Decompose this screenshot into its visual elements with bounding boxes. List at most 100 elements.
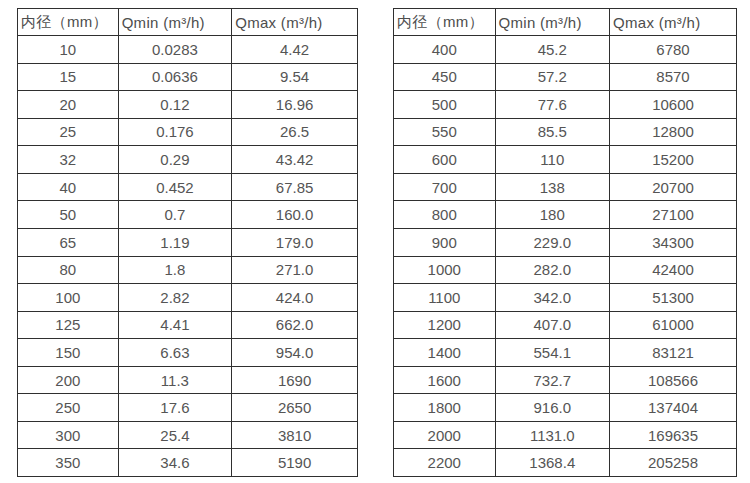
table-row: 1800916.0137404	[394, 394, 737, 422]
table-row: 1100342.051300	[394, 284, 737, 312]
qmax-cell: 51300	[610, 284, 737, 312]
table-row: 1600732.7108566	[394, 366, 737, 394]
qmin-cell: 2.82	[118, 284, 232, 312]
column-header: 内径（mm）	[18, 9, 119, 36]
diameter-cell: 800	[394, 201, 496, 229]
qmax-cell: 179.0	[232, 228, 358, 256]
qmax-cell: 169635	[610, 421, 737, 449]
column-header: Qmin (m³/h)	[495, 9, 610, 36]
qmax-cell: 1690	[232, 366, 358, 394]
qmin-cell: 1.8	[118, 256, 232, 284]
diameter-cell: 1800	[394, 394, 496, 422]
diameter-cell: 2000	[394, 421, 496, 449]
table-row: 25017.62650	[18, 394, 358, 422]
diameter-cell: 350	[18, 449, 119, 477]
qmax-cell: 108566	[610, 366, 737, 394]
qmin-cell: 916.0	[495, 394, 610, 422]
diameter-cell: 550	[394, 118, 496, 146]
qmin-cell: 138	[495, 173, 610, 201]
table-row: 60011015200	[394, 146, 737, 174]
qmax-cell: 954.0	[232, 339, 358, 367]
table-row: 651.19179.0	[18, 228, 358, 256]
column-header: Qmax (m³/h)	[610, 9, 737, 36]
table-row: 1400554.183121	[394, 339, 737, 367]
qmax-cell: 5190	[232, 449, 358, 477]
qmax-cell: 15200	[610, 146, 737, 174]
diameter-cell: 150	[18, 339, 119, 367]
diameter-cell: 1000	[394, 256, 496, 284]
qmin-cell: 77.6	[495, 91, 610, 119]
table-row: 50077.610600	[394, 91, 737, 119]
qmin-cell: 25.4	[118, 421, 232, 449]
qmax-cell: 26.5	[232, 118, 358, 146]
qmin-cell: 0.0636	[118, 63, 232, 91]
qmax-cell: 662.0	[232, 311, 358, 339]
qmax-cell: 424.0	[232, 284, 358, 312]
table-row: 1000282.042400	[394, 256, 737, 284]
table-row: 1254.41662.0	[18, 311, 358, 339]
qmax-cell: 3810	[232, 421, 358, 449]
table-row: 400.45267.85	[18, 173, 358, 201]
table-row: 30025.43810	[18, 421, 358, 449]
qmin-cell: 6.63	[118, 339, 232, 367]
qmin-cell: 0.29	[118, 146, 232, 174]
diameter-cell: 1400	[394, 339, 496, 367]
qmin-cell: 4.41	[118, 311, 232, 339]
qmax-cell: 4.42	[232, 36, 358, 64]
header-row: 内径（mm）Qmin (m³/h)Qmax (m³/h)	[394, 9, 737, 36]
column-header: 内径（mm）	[394, 9, 496, 36]
qmax-cell: 67.85	[232, 173, 358, 201]
table-row: 250.17626.5	[18, 118, 358, 146]
diameter-cell: 50	[18, 201, 119, 229]
flow-spec-page: 内径（mm）Qmin (m³/h)Qmax (m³/h)100.02834.42…	[0, 0, 750, 483]
qmin-cell: 342.0	[495, 284, 610, 312]
diameter-cell: 80	[18, 256, 119, 284]
table-row: 20011.31690	[18, 366, 358, 394]
qmin-cell: 34.6	[118, 449, 232, 477]
qmin-cell: 554.1	[495, 339, 610, 367]
qmax-cell: 20700	[610, 173, 737, 201]
table-row: 70013820700	[394, 173, 737, 201]
table-row: 40045.26780	[394, 36, 737, 64]
table-row: 200.1216.96	[18, 91, 358, 119]
header-row: 内径（mm）Qmin (m³/h)Qmax (m³/h)	[18, 9, 358, 36]
qmin-cell: 57.2	[495, 63, 610, 91]
qmax-cell: 43.42	[232, 146, 358, 174]
qmax-cell: 27100	[610, 201, 737, 229]
qmin-cell: 732.7	[495, 366, 610, 394]
qmin-cell: 1368.4	[495, 449, 610, 477]
qmax-cell: 2650	[232, 394, 358, 422]
table-row: 150.06369.54	[18, 63, 358, 91]
qmin-cell: 85.5	[495, 118, 610, 146]
qmin-cell: 229.0	[495, 228, 610, 256]
table-row: 100.02834.42	[18, 36, 358, 64]
qmin-cell: 17.6	[118, 394, 232, 422]
qmin-cell: 0.12	[118, 91, 232, 119]
table-row: 55085.512800	[394, 118, 737, 146]
qmax-cell: 16.96	[232, 91, 358, 119]
qmax-cell: 8570	[610, 63, 737, 91]
table-row: 1002.82424.0	[18, 284, 358, 312]
diameter-cell: 10	[18, 36, 119, 64]
qmin-cell: 11.3	[118, 366, 232, 394]
table-row: 80018027100	[394, 201, 737, 229]
diameter-cell: 400	[394, 36, 496, 64]
diameter-cell: 100	[18, 284, 119, 312]
diameter-cell: 2200	[394, 449, 496, 477]
qmax-cell: 205258	[610, 449, 737, 477]
diameter-cell: 65	[18, 228, 119, 256]
qmin-cell: 180	[495, 201, 610, 229]
flow-table-small-diameters: 内径（mm）Qmin (m³/h)Qmax (m³/h)100.02834.42…	[17, 8, 358, 477]
qmin-cell: 110	[495, 146, 610, 174]
diameter-cell: 450	[394, 63, 496, 91]
qmax-cell: 42400	[610, 256, 737, 284]
table-row: 22001368.4205258	[394, 449, 737, 477]
qmin-cell: 282.0	[495, 256, 610, 284]
diameter-cell: 1600	[394, 366, 496, 394]
qmin-cell: 1.19	[118, 228, 232, 256]
qmax-cell: 137404	[610, 394, 737, 422]
qmax-cell: 271.0	[232, 256, 358, 284]
column-header: Qmax (m³/h)	[232, 9, 358, 36]
diameter-cell: 15	[18, 63, 119, 91]
diameter-cell: 600	[394, 146, 496, 174]
